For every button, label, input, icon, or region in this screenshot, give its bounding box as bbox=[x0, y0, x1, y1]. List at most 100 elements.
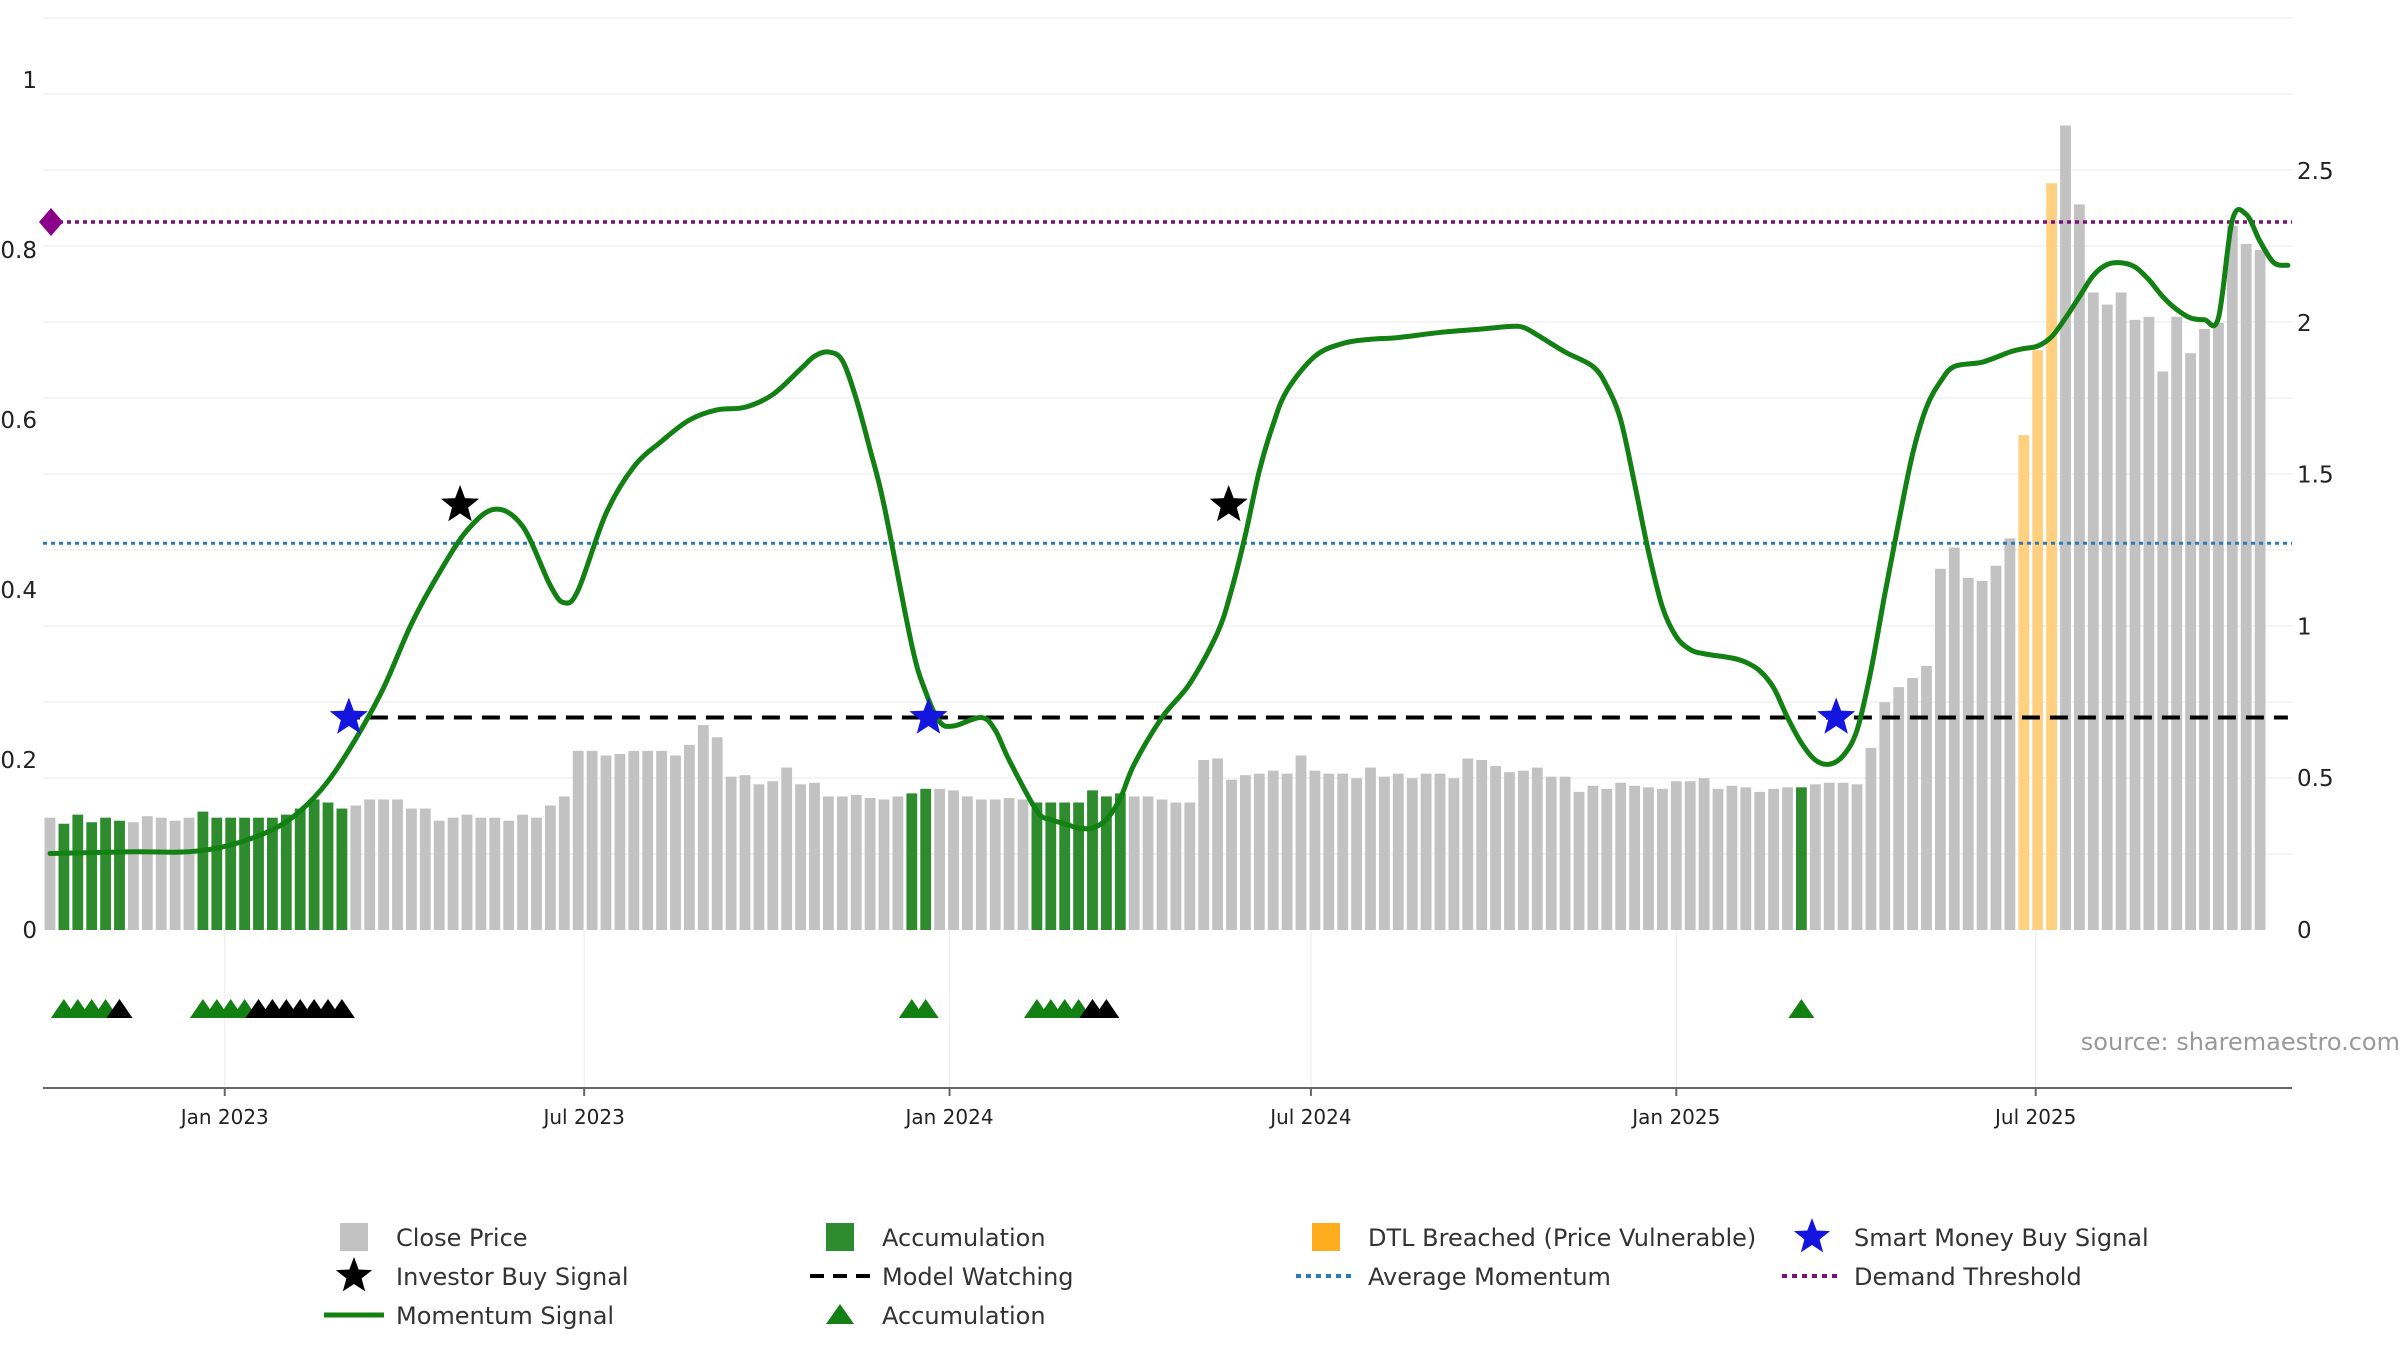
close-price-bar bbox=[975, 799, 987, 930]
dtl-breached-bar bbox=[2046, 183, 2057, 930]
accumulation-bar bbox=[100, 817, 111, 930]
close-price-bar bbox=[1476, 760, 1488, 930]
close-price-bar bbox=[2157, 371, 2169, 930]
legend-item: Smart Money Buy Signal bbox=[1793, 1218, 2149, 1253]
close-price-bar bbox=[2213, 322, 2224, 930]
close-price-bar bbox=[1948, 547, 1960, 930]
date-axis-tick-label: Jul 2024 bbox=[1268, 1105, 1351, 1129]
legend-item: Close Price bbox=[340, 1223, 528, 1252]
close-price-bar bbox=[44, 817, 56, 930]
legend-label: Average Momentum bbox=[1368, 1263, 1611, 1291]
close-price-bar bbox=[1657, 788, 1668, 930]
legend-label: Accumulation bbox=[882, 1224, 1046, 1252]
close-price-bar bbox=[642, 750, 654, 930]
close-price-bar bbox=[628, 750, 640, 930]
left-axis-tick-label: 0.6 bbox=[0, 408, 37, 434]
legend-item: Accumulation bbox=[826, 1223, 1046, 1252]
date-axis-tick-label: Jul 2023 bbox=[541, 1105, 624, 1129]
close-price-bar bbox=[1017, 799, 1029, 930]
close-price-bar bbox=[878, 799, 890, 930]
close-price-bar bbox=[350, 805, 362, 930]
close-price-bar bbox=[1226, 779, 1237, 930]
close-price-bar bbox=[1587, 785, 1599, 930]
close-price-bar bbox=[141, 816, 153, 930]
close-price-bar bbox=[2143, 316, 2155, 930]
close-price-bar bbox=[2060, 125, 2071, 931]
close-price-bar bbox=[1323, 773, 1335, 930]
left-axis-tick-label: 1 bbox=[22, 68, 37, 94]
close-price-bar bbox=[1684, 781, 1696, 930]
right-axis-tick-label: 2.5 bbox=[2297, 159, 2334, 185]
momentum-signal-line bbox=[47, 207, 2291, 856]
accumulation-bar bbox=[1087, 790, 1098, 930]
close-price-bar bbox=[1712, 788, 1724, 930]
close-price-bar bbox=[2254, 250, 2266, 930]
close-price-bar bbox=[1281, 773, 1293, 930]
close-price-bar bbox=[155, 817, 167, 930]
left-axis-tick-label: 0 bbox=[22, 918, 37, 944]
close-price-bar bbox=[1935, 568, 1946, 930]
close-price-bar bbox=[489, 817, 501, 930]
legend-item: Average Momentum bbox=[1296, 1263, 1611, 1291]
close-price-bar bbox=[1921, 665, 1932, 930]
close-price-bar bbox=[1253, 773, 1265, 930]
legend-item: Model Watching bbox=[810, 1263, 1074, 1291]
close-price-bar bbox=[2087, 292, 2099, 930]
accumulation-triangle-black bbox=[106, 999, 133, 1018]
accumulation-bar bbox=[280, 814, 292, 930]
legend-triangle-icon bbox=[826, 1304, 854, 1324]
accumulation-bar bbox=[1045, 802, 1057, 930]
accumulation-bar bbox=[114, 820, 125, 930]
accumulation-bar bbox=[906, 793, 918, 930]
close-price-bar bbox=[934, 788, 945, 930]
close-price-bar bbox=[1462, 758, 1474, 930]
close-price-bar bbox=[1448, 778, 1460, 930]
close-price-bar bbox=[1184, 802, 1196, 930]
close-price-bar bbox=[697, 725, 709, 930]
accumulation-bar bbox=[197, 811, 209, 930]
close-price-bar bbox=[392, 799, 403, 930]
close-price-bar bbox=[531, 817, 542, 930]
close-price-bar bbox=[1740, 787, 1752, 930]
accumulation-bar bbox=[1796, 787, 1807, 930]
accumulation-bar bbox=[308, 799, 320, 930]
accumulation-bar bbox=[253, 817, 264, 930]
investor-buy-signal-star bbox=[1209, 485, 1248, 522]
close-price-bar bbox=[600, 755, 612, 930]
accumulation-bar bbox=[1073, 802, 1084, 930]
close-price-bar bbox=[419, 808, 431, 930]
accumulation-bar bbox=[322, 802, 334, 930]
close-price-bar bbox=[1518, 770, 1529, 930]
right-axis-tick-label: 1.5 bbox=[2297, 463, 2334, 489]
right-axis-tick-label: 2 bbox=[2297, 311, 2312, 337]
close-price-bar bbox=[795, 784, 806, 930]
legend-label: Investor Buy Signal bbox=[396, 1263, 629, 1291]
close-price-bar bbox=[1837, 782, 1849, 930]
close-price-bar bbox=[823, 796, 834, 930]
close-price-bar bbox=[1865, 747, 1877, 930]
close-price-bar bbox=[1406, 778, 1418, 930]
close-price-bar bbox=[433, 820, 445, 930]
close-price-bar bbox=[1615, 782, 1627, 930]
close-price-bar bbox=[962, 796, 973, 930]
legend-swatch bbox=[340, 1223, 368, 1251]
close-price-bar bbox=[1309, 770, 1321, 930]
accumulation-bar bbox=[239, 817, 250, 930]
close-price-bar bbox=[2115, 292, 2127, 930]
close-price-bar bbox=[1573, 791, 1585, 930]
close-price-bar bbox=[517, 814, 528, 930]
accumulation-triangle bbox=[912, 999, 939, 1018]
close-price-bar bbox=[1128, 796, 1140, 930]
close-price-bar bbox=[1990, 565, 2002, 930]
close-price-bar bbox=[739, 775, 751, 930]
close-price-bar bbox=[1698, 778, 1710, 930]
close-price-bar bbox=[725, 776, 737, 930]
accumulation-bar bbox=[1031, 802, 1043, 930]
date-axis-tick-label: Jan 2023 bbox=[179, 1105, 269, 1129]
legend-star-icon bbox=[335, 1257, 373, 1292]
investor-buy-signal-star bbox=[441, 485, 480, 522]
close-price-bar bbox=[1420, 773, 1432, 930]
close-price-bar bbox=[364, 799, 376, 930]
dtl-breached-bar bbox=[2018, 435, 2030, 930]
